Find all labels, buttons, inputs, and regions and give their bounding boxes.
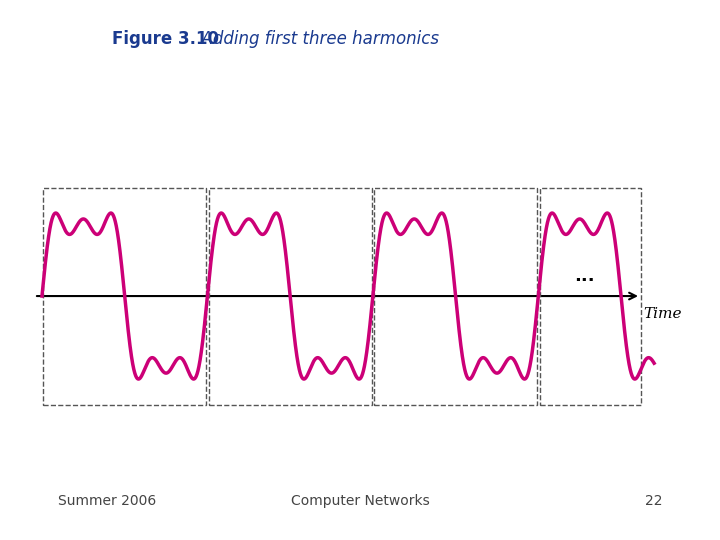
Bar xyxy=(209,187,372,404)
Text: Adding first three harmonics: Adding first three harmonics xyxy=(191,30,438,48)
Bar xyxy=(43,187,206,404)
Text: Figure 3.10: Figure 3.10 xyxy=(112,30,219,48)
Text: Summer 2006: Summer 2006 xyxy=(58,494,156,508)
Text: Computer Networks: Computer Networks xyxy=(291,494,429,508)
Bar xyxy=(539,187,641,404)
Text: 22: 22 xyxy=(645,494,662,508)
Text: Time: Time xyxy=(644,307,682,321)
Text: ...: ... xyxy=(575,267,595,285)
Bar xyxy=(374,187,537,404)
